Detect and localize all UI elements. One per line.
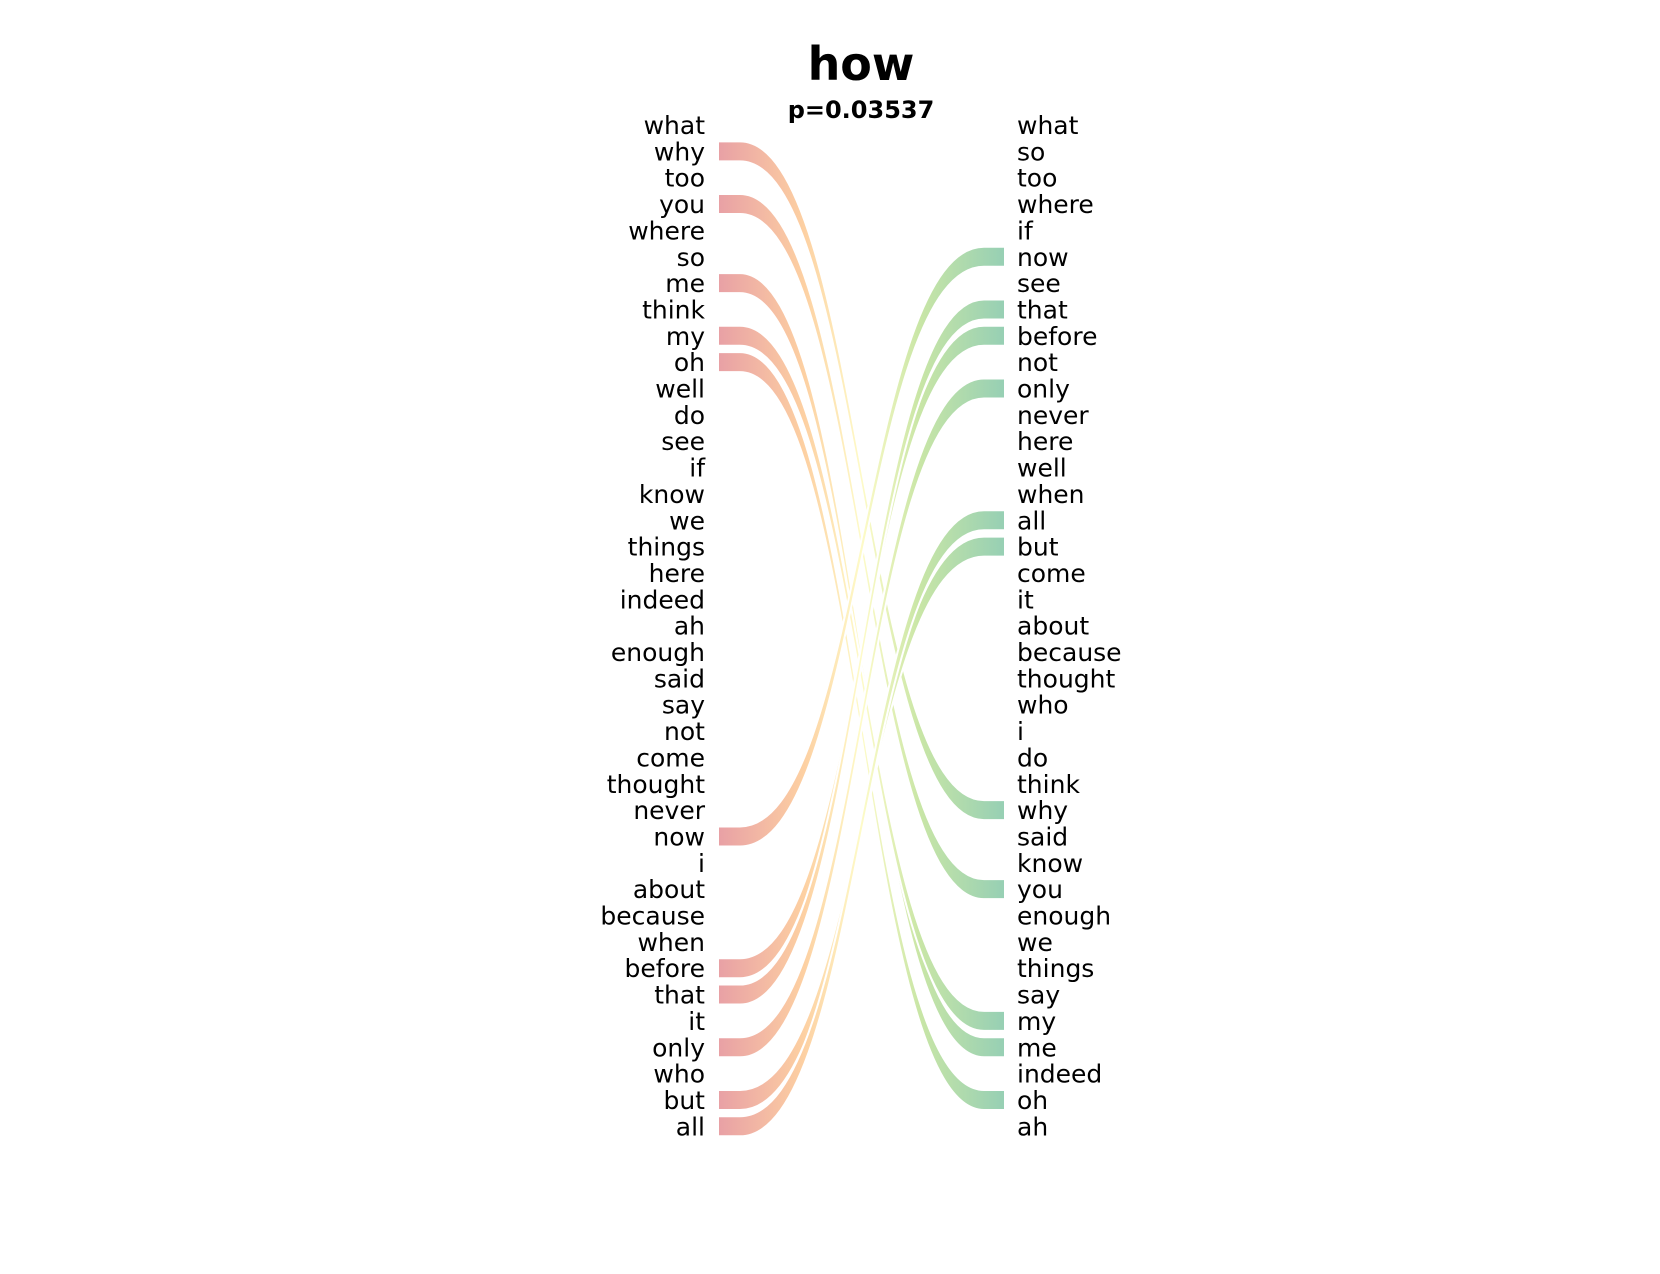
right-word-label: you: [1017, 875, 1063, 904]
left-word-label: when: [637, 928, 705, 957]
right-word-label: if: [1017, 216, 1034, 245]
left-word-label: all: [676, 1112, 705, 1141]
right-word-label: say: [1017, 981, 1060, 1010]
left-word-label: it: [688, 1007, 705, 1036]
right-word-label: well: [1017, 454, 1067, 483]
right-word-label: why: [1017, 796, 1068, 825]
link-why: [717, 140, 1006, 822]
left-word-label: not: [664, 717, 705, 746]
left-word-label: only: [652, 1033, 705, 1062]
left-word-label: we: [669, 506, 705, 535]
left-word-label: things: [628, 533, 705, 562]
right-word-label: do: [1017, 743, 1048, 772]
right-word-label: see: [1017, 269, 1061, 298]
right-word-label: that: [1017, 295, 1068, 324]
right-word-label: when: [1017, 480, 1085, 509]
right-word-label: because: [1017, 638, 1122, 667]
right-word-label: indeed: [1017, 1060, 1102, 1089]
left-word-label: but: [663, 1086, 705, 1115]
link-that: [717, 298, 1006, 1006]
right-word-label: what: [1017, 111, 1079, 140]
left-word-label: about: [633, 875, 705, 904]
right-word-label: never: [1017, 401, 1089, 430]
left-word-label: never: [633, 796, 705, 825]
left-word-label: my: [666, 322, 705, 351]
left-word-label: so: [677, 243, 705, 272]
chart-subtitle: p=0.03537: [788, 96, 935, 124]
left-word-label: now: [653, 822, 705, 851]
right-word-label: too: [1017, 164, 1057, 193]
left-word-label: ah: [674, 612, 705, 641]
right-word-label: before: [1017, 322, 1097, 351]
left-word-column: whatwhytooyouwheresomethinkmyohwelldosee…: [600, 111, 706, 1141]
right-word-label: here: [1017, 427, 1073, 456]
left-word-label: i: [698, 849, 705, 878]
left-word-label: you: [659, 190, 705, 219]
link-my: [717, 324, 1006, 1032]
right-word-label: but: [1017, 533, 1059, 562]
right-word-label: me: [1017, 1033, 1057, 1062]
left-word-label: think: [642, 295, 705, 324]
right-word-label: think: [1017, 770, 1080, 799]
right-word-label: things: [1017, 954, 1094, 983]
left-word-label: say: [662, 691, 705, 720]
left-word-label: me: [665, 269, 705, 298]
left-word-label: thought: [607, 770, 706, 799]
right-word-label: i: [1017, 717, 1024, 746]
link-only: [717, 377, 1006, 1059]
right-word-label: about: [1017, 612, 1089, 641]
link-all: [717, 509, 1006, 1138]
right-word-label: thought: [1017, 664, 1116, 693]
left-word-label: enough: [611, 638, 705, 667]
left-word-label: if: [689, 454, 706, 483]
left-word-label: see: [661, 427, 705, 456]
left-word-label: indeed: [620, 585, 705, 614]
left-word-label: why: [654, 137, 705, 166]
right-word-label: my: [1017, 1007, 1056, 1036]
left-word-label: who: [653, 1060, 705, 1089]
right-word-column: whatsotoowhereifnowseethatbeforenotonlyn…: [1017, 111, 1122, 1141]
right-word-label: all: [1017, 506, 1046, 535]
right-word-label: who: [1017, 691, 1069, 720]
left-word-label: what: [644, 111, 706, 140]
right-word-label: now: [1017, 243, 1069, 272]
link-now: [717, 245, 1006, 848]
right-word-label: so: [1017, 137, 1045, 166]
right-word-label: it: [1017, 585, 1034, 614]
right-word-label: only: [1017, 375, 1070, 404]
left-word-label: where: [628, 216, 705, 245]
left-word-label: here: [649, 559, 705, 588]
right-word-label: come: [1017, 559, 1086, 588]
right-word-label: enough: [1017, 902, 1111, 931]
chart-title: how: [808, 37, 915, 91]
right-word-label: know: [1017, 849, 1083, 878]
left-word-label: too: [665, 164, 705, 193]
right-word-label: ah: [1017, 1112, 1048, 1141]
link-group: [717, 140, 1006, 1138]
left-word-label: because: [600, 902, 705, 931]
right-word-label: said: [1017, 822, 1068, 851]
left-word-label: well: [655, 375, 705, 404]
right-word-label: where: [1017, 190, 1094, 219]
right-word-label: not: [1017, 348, 1058, 377]
left-word-label: oh: [674, 348, 705, 377]
left-word-label: before: [625, 954, 705, 983]
left-word-label: know: [639, 480, 705, 509]
right-word-label: we: [1017, 928, 1053, 957]
left-word-label: come: [636, 743, 705, 772]
left-word-label: that: [654, 981, 705, 1010]
left-word-label: do: [674, 401, 705, 430]
right-word-label: oh: [1017, 1086, 1048, 1115]
left-word-label: said: [654, 664, 705, 693]
